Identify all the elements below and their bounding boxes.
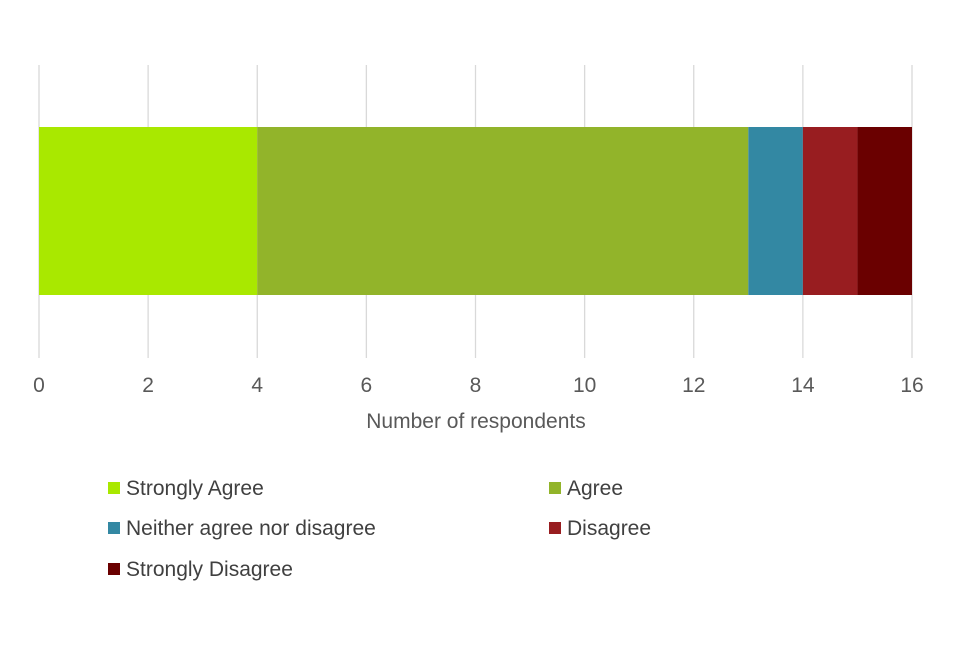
x-axis-title: Number of respondents — [366, 410, 585, 433]
legend-label-strongly-agree: Strongly Agree — [126, 477, 264, 500]
bar-segment-neither-agree-nor-disagree[interactable] — [748, 127, 803, 295]
bar-segment-strongly-disagree[interactable] — [857, 127, 912, 295]
x-tick-label-1: 2 — [142, 374, 154, 397]
bar-segment-strongly-agree[interactable] — [39, 127, 258, 295]
x-tick-label-5: 10 — [573, 374, 596, 397]
legend-swatch-strongly-agree — [108, 482, 120, 494]
x-tick-label-4: 8 — [470, 374, 482, 397]
legend-item-strongly-agree[interactable]: Strongly Agree — [108, 477, 264, 500]
x-tick-label-3: 6 — [361, 374, 373, 397]
x-tick-label-2: 4 — [251, 374, 263, 397]
legend-swatch-agree — [549, 482, 561, 494]
x-axis-ticks: 0 2 4 6 8 10 12 14 16 — [33, 374, 924, 397]
legend-item-disagree[interactable]: Disagree — [549, 517, 651, 540]
bar-segment-agree[interactable] — [257, 127, 749, 295]
x-tick-label-6: 12 — [682, 374, 705, 397]
legend-swatch-strongly-disagree — [108, 563, 120, 575]
legend-label-neither-agree-nor-disagree: Neither agree nor disagree — [126, 517, 376, 540]
bar-segments — [39, 127, 912, 295]
legend-swatch-disagree — [549, 522, 561, 534]
legend-item-agree[interactable]: Agree — [549, 477, 623, 500]
bar-segment-disagree[interactable] — [802, 127, 858, 295]
legend-label-disagree: Disagree — [567, 517, 651, 540]
x-tick-label-0: 0 — [33, 374, 45, 397]
legend: Strongly Agree Agree Neither agree nor dis… — [108, 477, 651, 581]
x-tick-label-8: 16 — [900, 374, 923, 397]
legend-swatch-neither-agree-nor-disagree — [108, 522, 120, 534]
legend-item-strongly-disagree[interactable]: Strongly Disagree — [108, 558, 293, 581]
x-tick-label-7: 14 — [791, 374, 815, 397]
legend-item-neither-agree-nor-disagree[interactable]: Neither agree nor disagree — [108, 517, 376, 540]
legend-label-agree: Agree — [567, 477, 623, 500]
legend-label-strongly-disagree: Strongly Disagree — [126, 558, 293, 581]
